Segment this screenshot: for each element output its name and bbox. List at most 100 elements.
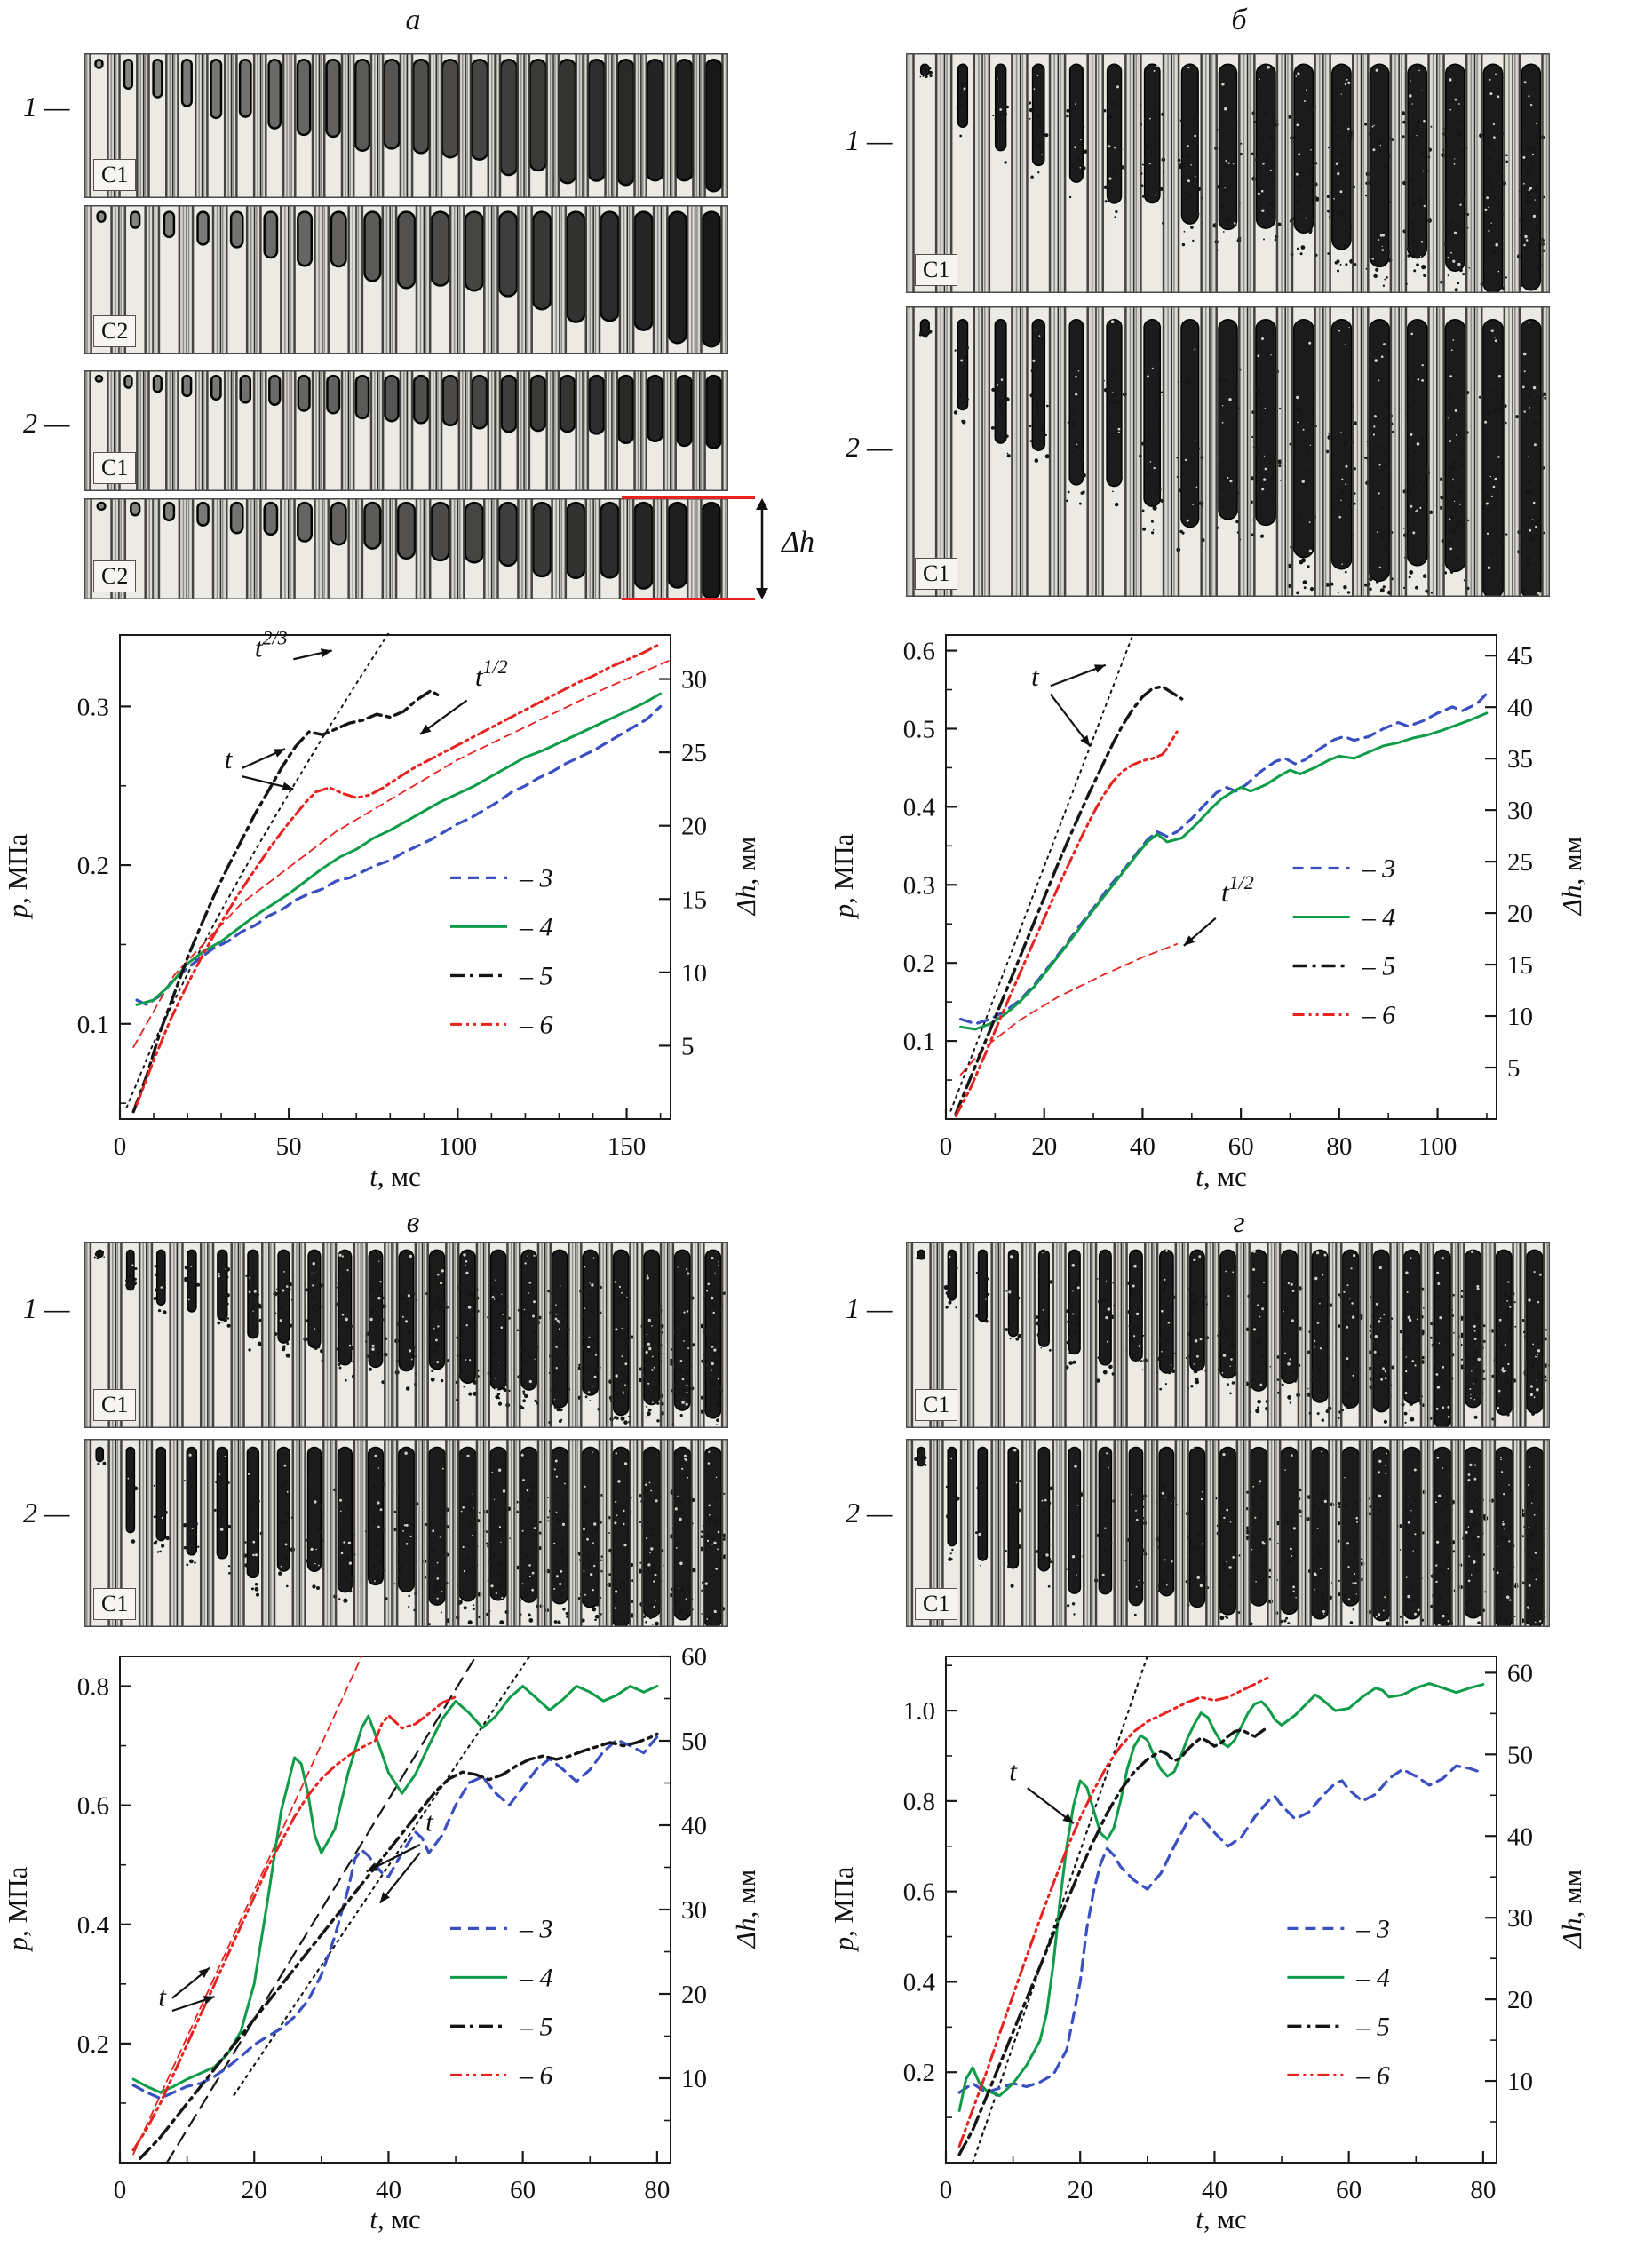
legend-item: – 3: [519, 863, 553, 893]
y-axis-label-left: p, МПа: [828, 1866, 859, 1951]
tick-label: 40: [681, 1812, 707, 1840]
legend-item: – 5: [1355, 2012, 1390, 2041]
ref-line-0: [949, 634, 1134, 1112]
film-strip: C1: [84, 370, 728, 491]
tick-label: 100: [1418, 1132, 1457, 1161]
chart-panel-g: 0 20 40 60 80 0.2 0.4 0.6 0.8 1.0 10 20 30 40 50 60 t – 3…: [828, 1639, 1643, 2255]
annot-arrow: [1050, 663, 1107, 687]
legend-item: – 6: [519, 1010, 553, 1039]
tick-label: 80: [1326, 1132, 1352, 1161]
legend-item: – 5: [519, 2012, 553, 2041]
tick-label: 20: [1031, 1132, 1057, 1161]
annot-arrow: [242, 748, 286, 769]
tick-label: 25: [681, 739, 707, 767]
camera-label: C1: [915, 1588, 958, 1620]
film-strip-image: [84, 498, 728, 599]
annot-arrow: [242, 775, 294, 791]
series-6: [957, 1676, 1270, 2148]
delta-h-top-line: [622, 496, 755, 499]
plot-frame: [119, 634, 671, 1120]
film-strip: C1: [906, 53, 1550, 293]
film-strip-image: [906, 1242, 1550, 1428]
series-6: [131, 1695, 457, 2152]
legend-item: – 4: [519, 1963, 553, 1992]
tick-label: 0: [114, 1132, 127, 1161]
tick-label: 30: [681, 1896, 707, 1925]
series-3: [135, 704, 663, 1006]
annotation: t: [1031, 661, 1040, 692]
annot-arrow: [1183, 917, 1217, 947]
row-label-g1: 1 —: [846, 1292, 893, 1324]
tick-label: 80: [644, 2176, 670, 2204]
camera-label: C1: [93, 1588, 137, 1620]
legend-item: – 3: [1355, 1914, 1390, 1943]
delta-h-label: Δh: [782, 526, 814, 559]
tick-label: 0.2: [903, 2059, 935, 2087]
legend-item: – 4: [1362, 903, 1396, 933]
camera-label: C1: [93, 1389, 137, 1421]
camera-label: C2: [93, 560, 137, 592]
tick-label: 10: [681, 2065, 707, 2093]
annotation: t2/3: [255, 627, 288, 663]
film-strip: C2: [84, 205, 728, 354]
tick-label: 0.3: [77, 693, 109, 721]
film-strip: C1: [906, 1242, 1550, 1428]
tick-label: 0.2: [77, 2030, 109, 2059]
tick-label: 10: [1507, 1003, 1533, 1031]
legend-item: – 6: [519, 2060, 553, 2090]
series-4: [131, 1685, 659, 2094]
film-strip-image: [906, 306, 1550, 597]
film-strip: C1: [906, 1439, 1550, 1627]
series-5: [954, 685, 1184, 1116]
y-axis-label-right: Δh, мм: [1556, 1869, 1587, 1949]
tick-label: 0.6: [903, 638, 935, 666]
camera-label: C2: [93, 315, 137, 347]
tick-label: 0.5: [903, 715, 935, 743]
row-label-b1: 1 —: [846, 124, 893, 156]
tick-label: 40: [1130, 1132, 1156, 1161]
tick-label: 0.1: [77, 1011, 109, 1039]
y-axis-label-left: p, МПа: [828, 833, 859, 918]
ref-line-0: [132, 1656, 363, 2156]
chart-panel-a: 0 50 100 150 0.1 0.2 0.3 5 10 15 20 25 30 t2/3 t1/2 t – …: [2, 617, 817, 1195]
delta-h-arrow: [756, 498, 768, 599]
tick-label: 20: [242, 2176, 267, 2204]
plot-frame: [945, 634, 1497, 1120]
chart-canvas: 0 50 100 150 0.1 0.2 0.3 5 10 15 20 25 30 t2/3 t1/2 t – …: [77, 627, 707, 1161]
annot-arrow: [171, 1966, 210, 1999]
film-strip: C2: [84, 498, 728, 599]
tick-label: 0.4: [77, 1911, 110, 1940]
series-3: [957, 1764, 1485, 2094]
tick-label: 0.2: [77, 852, 109, 880]
tick-label: 30: [681, 666, 707, 695]
tick-label: 10: [1507, 2068, 1533, 2096]
annot-arrow: [1049, 693, 1092, 748]
panel-title-v: в: [406, 1206, 420, 1239]
annot-arrow: [293, 648, 332, 661]
legend-item: – 3: [519, 1914, 553, 1943]
tick-label: 60: [681, 1643, 707, 1671]
series-4: [135, 692, 663, 1006]
panel-title-b: б: [1231, 4, 1247, 36]
tick-label: 40: [376, 2176, 401, 2204]
delta-h-bottom-line: [622, 598, 755, 600]
series-3: [958, 692, 1489, 1026]
tick-label: 30: [1507, 1904, 1533, 1933]
series-4: [959, 711, 1489, 1031]
tick-label: 0.3: [903, 871, 935, 900]
film-strip: C1: [84, 53, 728, 198]
chart-canvas: 0 20 40 60 80 0.2 0.4 0.6 0.8 10 20 30 40 50 60 t t – 3 – …: [77, 1643, 707, 2204]
film-strip-image: [84, 1242, 728, 1428]
tick-label: 0.6: [903, 1878, 935, 1907]
series-4: [957, 1682, 1485, 2112]
tick-label: 45: [1507, 642, 1533, 671]
tick-label: 5: [1507, 1054, 1521, 1083]
tick-label: 40: [1507, 694, 1533, 722]
film-strip-image: [84, 1439, 728, 1627]
ref-line-1: [132, 659, 671, 1049]
row-label-v1: 1 —: [23, 1292, 70, 1324]
film-strip-image: [906, 53, 1550, 293]
series-5: [131, 689, 442, 1114]
film-strip-image: [906, 1439, 1550, 1627]
